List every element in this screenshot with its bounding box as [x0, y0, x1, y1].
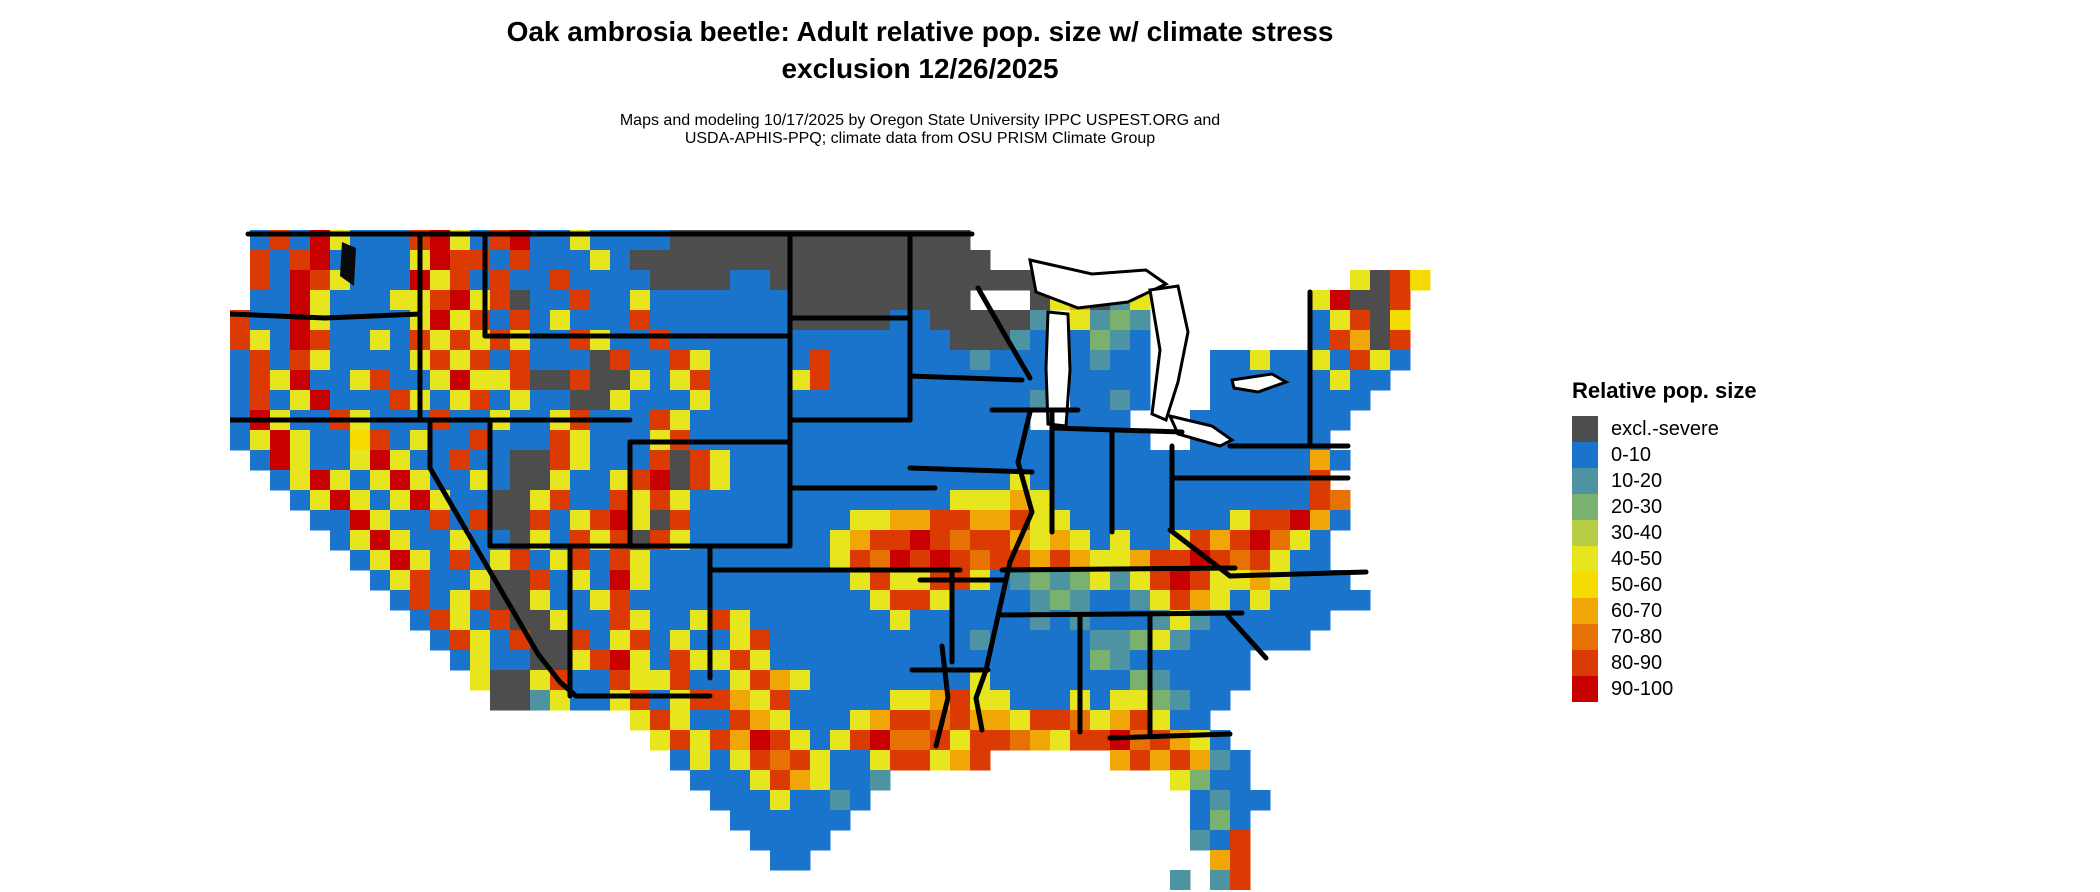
legend-list: excl.-severe 0-10 10-20 20-30 30-40 40-5…: [1572, 416, 1812, 702]
legend-swatch-40-50: [1572, 546, 1598, 572]
legend-item: 40-50: [1572, 546, 1812, 572]
legend-item: 70-80: [1572, 624, 1812, 650]
legend-swatch-90-100: [1572, 676, 1598, 702]
legend-label: 30-40: [1611, 522, 1663, 544]
map-legend: Relative pop. size excl.-severe 0-10 10-…: [1572, 378, 1812, 702]
legend-item: 0-10: [1572, 442, 1812, 468]
legend-swatch-50-60: [1572, 572, 1598, 598]
legend-label: excl.-severe: [1611, 418, 1719, 440]
map-subtitle-line2: USDA-APHIS-PPQ; climate data from OSU PR…: [684, 129, 1156, 147]
legend-label: 40-50: [1611, 548, 1663, 570]
legend-item: 80-90: [1572, 650, 1812, 676]
us-map-svg: [230, 230, 1431, 890]
legend-label: 0-10: [1611, 444, 1652, 466]
legend-swatch-excl-severe: [1572, 416, 1598, 442]
legend-item: 60-70: [1572, 598, 1812, 624]
map-title: Oak ambrosia beetle: Adult relative pop.…: [255, 14, 1585, 88]
legend-swatch-60-70: [1572, 598, 1598, 624]
map-title-line1: Oak ambrosia beetle: Adult relative pop.…: [506, 16, 1334, 47]
legend-label: 80-90: [1611, 652, 1663, 674]
map-title-line2: exclusion 12/26/2025: [781, 52, 1059, 84]
legend-swatch-20-30: [1572, 494, 1598, 520]
legend-item: excl.-severe: [1572, 416, 1812, 442]
legend-label: 90-100: [1611, 678, 1674, 700]
legend-label: 60-70: [1611, 600, 1663, 622]
legend-label: 70-80: [1611, 626, 1663, 648]
legend-item: 10-20: [1572, 468, 1812, 494]
title-block: Oak ambrosia beetle: Adult relative pop.…: [255, 14, 1585, 164]
legend-item: 50-60: [1572, 572, 1812, 598]
legend-title: Relative pop. size: [1572, 378, 1757, 403]
legend-swatch-0-10: [1572, 442, 1598, 468]
legend-label: 10-20: [1611, 470, 1663, 492]
map-subtitle-line1: Maps and modeling 10/17/2025 by Oregon S…: [619, 111, 1221, 129]
legend-item: 30-40: [1572, 520, 1812, 546]
legend-label: 20-30: [1611, 496, 1663, 518]
legend-swatch-10-20: [1572, 468, 1598, 494]
legend-swatch-30-40: [1572, 520, 1598, 546]
us-map: [230, 230, 1550, 890]
legend-swatch-80-90: [1572, 650, 1598, 676]
legend-item: 20-30: [1572, 494, 1812, 520]
state-borders-layer: [230, 231, 1369, 749]
legend-swatch-70-80: [1572, 624, 1598, 650]
legend-item: 90-100: [1572, 676, 1812, 702]
legend-label: 50-60: [1611, 574, 1663, 596]
great-lakes-layer: [340, 242, 1290, 448]
map-raster-layer: [230, 230, 1431, 890]
